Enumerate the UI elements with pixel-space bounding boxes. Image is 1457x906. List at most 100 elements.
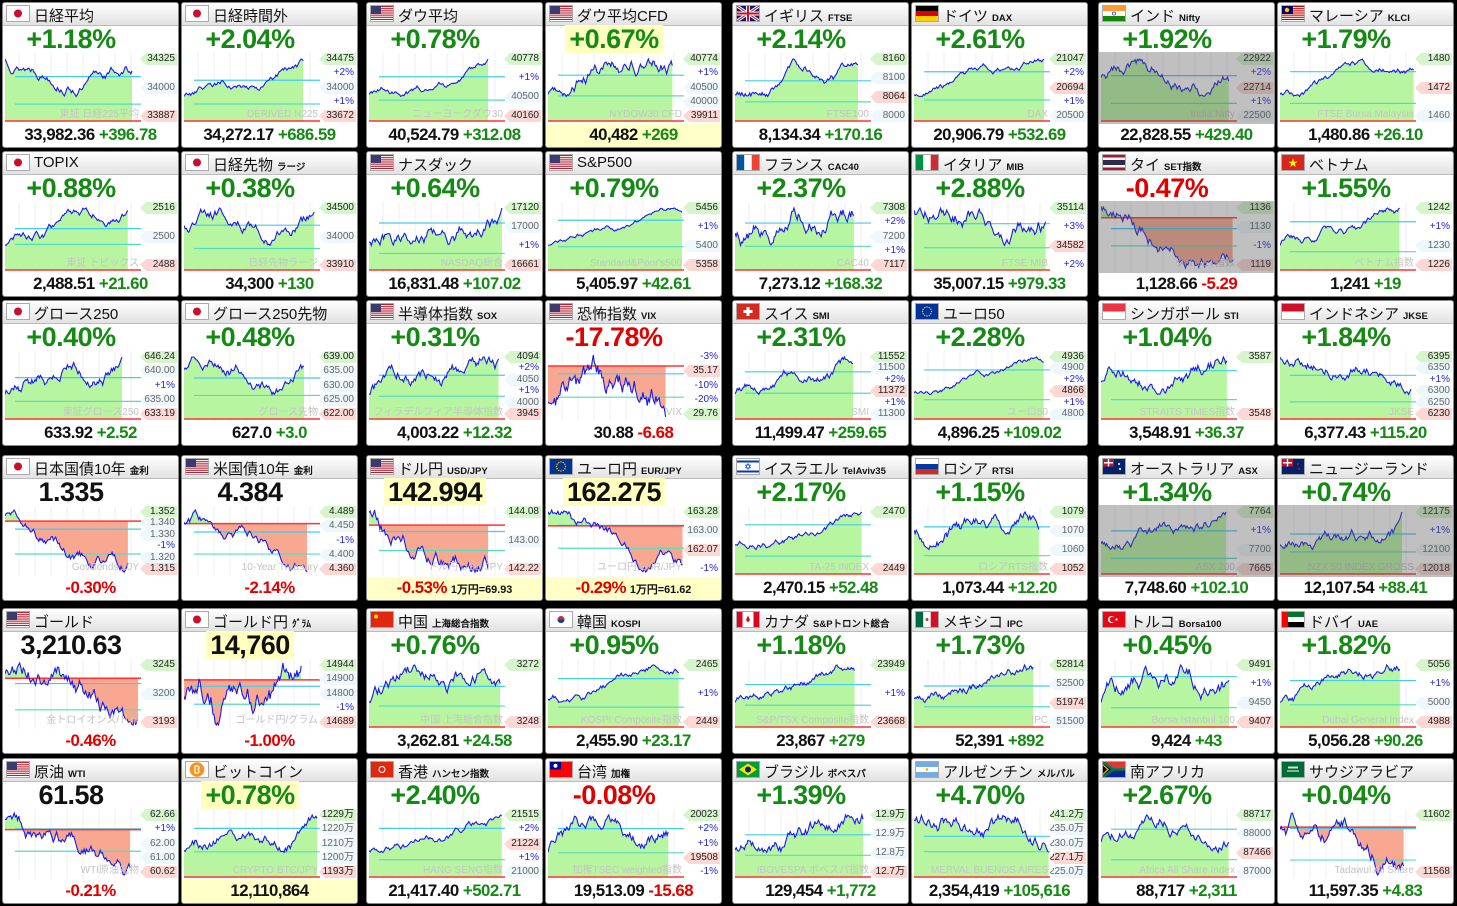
market-tile-us[interactable]: 半導体指数 SOX フィラデルフィア半導体指数 4094 +2% 4050 +1% 400… [366,300,543,446]
tile-header[interactable]: イタリア MIB [912,152,1087,175]
tile-header[interactable]: TOPIX [3,152,178,175]
market-tile-jp[interactable]: グロース250先物 グロース先物 639.00 635.00 630.00 625.0… [181,300,358,446]
chart-area [368,809,505,879]
market-tile-za[interactable]: 南アフリカ Africa All Share Index 88717 88000 8… [1098,758,1275,904]
market-tile-jp[interactable]: グロース250 東証グロース250 646.24 640.00 +1% 635.00 6… [2,300,179,446]
tile-header[interactable]: ダウ平均CFD [546,3,721,26]
tile-header[interactable]: オーストラリア ASX [1099,456,1274,479]
tile-header[interactable]: 香港 ハンセン指数 [367,759,542,782]
market-tile-br[interactable]: ブラジル ボベスパ IBOVESPA ボベスパ指数 12.9万 12.9万 12.8万… [732,758,909,904]
tile-header[interactable]: 中国 上海総合指数 [367,609,542,632]
market-tile-vn[interactable]: ベトナム ベトナム指数 1242 +1% 1230 1226 +1.55% 1,241… [1277,151,1454,297]
market-tile-us[interactable]: 米国債10年 金利 10-Year Treasury 4.489 4.450 -1% 4… [181,455,358,601]
market-tile-sg[interactable]: シンガポール STI STRAITS TIMES指数 3587 3548 +1.04… [1098,300,1275,446]
tile-header[interactable]: 米国債10年 金利 [182,456,357,479]
tile-header[interactable]: 台湾 加権 [546,759,721,782]
tile-header[interactable]: シンガポール STI [1099,301,1274,324]
tile-header[interactable]: イスラエル TelAviv35 [733,456,908,479]
tile-header[interactable]: 日経先物 ラージ [182,152,357,175]
market-tile-ru[interactable]: ロシア RTSI ロシアRTS指数 1079 1070 1060 1052 +1.15%… [911,455,1088,601]
tile-header[interactable]: スイス SMI [733,301,908,324]
tile-header[interactable]: ダウ平均 [367,3,542,26]
market-tile-au[interactable]: オーストラリア ASX ASX 200 7764 +1% 7700 7665 +1.34… [1098,455,1275,601]
market-tile-us[interactable]: ナスダック NASDAQ総合 17120 17000 +1% 16661 +0.64%… [366,151,543,297]
tile-header[interactable]: 韓国 KOSPI [546,609,721,632]
market-tile-tr[interactable]: トルコ Borsa100 Borsa Istanbul 100 9491 +1% 94… [1098,608,1275,754]
tile-header[interactable]: インドネシア JKSE [1278,301,1453,324]
tile-header[interactable]: ニュージーランド [1278,456,1453,479]
tile-header[interactable]: グロース250先物 [182,301,357,324]
market-tile-us[interactable]: ダウ平均 ニューヨークダウ30 40778 +1% 40500 40160 +0.78… [366,2,543,148]
market-tile-us[interactable]: ドル円 USD/JPY ドル円 USD/JPY 144.08 143.00 142.2… [366,455,543,601]
tile-header[interactable]: ゴールド [3,609,178,632]
market-tile-kr[interactable]: 韓国 KOSPI KOSPI Composite指数 2465 +1% 2449 +0… [545,608,722,754]
market-tile-us[interactable]: ダウ平均CFD NYDOW30 CFD 40774 +1% 40500 40000 39… [545,2,722,148]
market-tile-nz[interactable]: ニュージーランド NZX 50 INDEX GROSS 12175 +1% 1210… [1277,455,1454,601]
tile-header[interactable]: ナスダック [367,152,542,175]
market-tile-fr[interactable]: フランス CAC40 CAC40 7308 +2% 7200 +1% 7117 +2.37… [732,151,909,297]
tile-header[interactable]: サウジアラビア [1278,759,1453,782]
market-tile-us[interactable]: 原油 WTI WTI原油先物 62.66 +1% 62.00 61.00 60.62 61… [2,758,179,904]
tile-header[interactable]: ロシア RTSI [912,456,1087,479]
change-value: +24.58 [462,731,512,750]
tile-header[interactable]: ドイツ DAX [912,3,1087,26]
market-tile-ch[interactable]: スイス SMI SMI 11552 11500 +2% 11372 +1% 11300 +2… [732,300,909,446]
market-tile-ca[interactable]: カナダ S&Pトロント総合 S&P/TSX Composite指数 23949 +1… [732,608,909,754]
market-tile-id[interactable]: インドネシア JKSE JKSE 6395 6350 +1% 6300 6250 6230 … [1277,300,1454,446]
tile-header[interactable]: 日経時間外 [182,3,357,26]
market-tile-jp[interactable]: 日経時間外 DERIVED N225 34475 +2% 34000 +1% 33672… [181,2,358,148]
tile-header[interactable]: ブラジル ボベスパ [733,759,908,782]
market-tile-ae[interactable]: ドバイ UAE Dubai General Index 5056 +1% 5000 49… [1277,608,1454,754]
market-tile-in[interactable]: インド Nifty India Nifty 22922 +2% 22714 +1% 225… [1098,2,1275,148]
market-tile-jp[interactable]: 日経平均 東証 日経225平均 34325 34000 33887 +1.18% 3… [2,2,179,148]
market-tile-sa[interactable]: サウジアラビア Tadawul All Share 11602 11568 +0.… [1277,758,1454,904]
tile-header[interactable]: ユーロ円 EUR/JPY [546,456,721,479]
tile-header[interactable]: ビットコイン [182,759,357,782]
market-tile-it[interactable]: イタリア MIB FTSE MIB 35114 +3% 34582 +2% +2.88%… [911,151,1088,297]
market-tile-il[interactable]: イスラエル TelAviv35 TA-25 INDEX 2470 2449 +2.1… [732,455,909,601]
market-tile-eu[interactable]: ユーロ50 ユーロ50 4936 4900 +2% 4866 +1% 4800 +2.28… [911,300,1088,446]
market-tile-jp[interactable]: 日経先物 ラージ 日経先物ラージ 34500 34000 33910 +0.38% 3… [181,151,358,297]
tile-header[interactable]: 恐怖指数 VIX [546,301,721,324]
tile-header[interactable]: カナダ S&Pトロント総合 [733,609,908,632]
market-tile-jp[interactable]: 日本国債10年 金利 GovBonds 10Y 1.352 1.340 1.330 -1… [2,455,179,601]
tile-header[interactable]: ゴールド円 ｸﾞﾗﾑ [182,609,357,632]
market-subtitle: TelAviv35 [842,466,886,477]
tile-header[interactable]: 半導体指数 SOX [367,301,542,324]
tile-header[interactable]: トルコ Borsa100 [1099,609,1274,632]
price-line [4,58,133,98]
tile-header[interactable]: イギリス FTSE [733,3,908,26]
tile-header[interactable]: インド Nifty [1099,3,1274,26]
market-tile-us[interactable]: ゴールド 金トロイオンス/ドル 3245 3200 3193 3,210.63 -0… [2,608,179,754]
tile-header[interactable]: S&P500 [546,152,721,175]
tile-header[interactable]: 日経平均 [3,3,178,26]
tile-header[interactable]: 日本国債10年 金利 [3,456,178,479]
market-tile-uk[interactable]: イギリス FTSE FTSE100 8160 8100 8064 8000 +2.14%… [732,2,909,148]
tile-header[interactable]: グロース250 [3,301,178,324]
market-tile-eu[interactable]: ユーロ円 EUR/JPY ユーロ円 EUR/JPY 163.28 163.00 162… [545,455,722,601]
market-tile-hk[interactable]: 香港 ハンセン指数 HANG SENG指数 21515 +2% 21224 +1% 210… [366,758,543,904]
market-tile-jp[interactable]: ゴールド円 ｸﾞﾗﾑ ゴールド円/グラム 14944 14900 14800 -1% 14… [181,608,358,754]
tile-header[interactable]: 南アフリカ [1099,759,1274,782]
tile-header[interactable]: ユーロ50 [912,301,1087,324]
tile-header[interactable]: メキシコ IPC [912,609,1087,632]
market-tile-us[interactable]: 恐怖指数 VIX VIX -3% 35.17 -10% -20% 29.76 -17.78… [545,300,722,446]
market-tile-mx[interactable]: メキシコ IPC IPC 52814 52500 51974 51500 +1.73% … [911,608,1088,754]
market-tile-jp[interactable]: TOPIX 東証 トピックス 2516 2500 2488 +0.88% 2,488… [2,151,179,297]
market-tile-btc[interactable]: ビットコイン CRYPTO BTC/JPY 1229万 1220万 1210万 120… [181,758,358,904]
market-tile-ar[interactable]: アルゼンチン メルバル MERVAL BUENOS AIRES 241.2万 235… [911,758,1088,904]
market-tile-my[interactable]: マレーシア KLCI FTSE Bursa Malaysia 1480 1472 14… [1277,2,1454,148]
tile-header[interactable]: ドバイ UAE [1278,609,1453,632]
tile-header[interactable]: ベトナム [1278,152,1453,175]
market-tile-tw[interactable]: 台湾 加権 加権TSEC weighted指数 20023 +2% +1% 19508 -… [545,758,722,904]
tile-header[interactable]: フランス CAC40 [733,152,908,175]
tile-header[interactable]: ドル円 USD/JPY [367,456,542,479]
market-tile-th[interactable]: タイ SET指数 タイSET指数 1136 1130 -1% 1119 -0.47% 1… [1098,151,1275,297]
market-tile-us[interactable]: S&P500 Standard&Poor's500 5456 +1% 5400 535… [545,151,722,297]
tile-header[interactable]: アルゼンチン メルバル [912,759,1087,782]
market-tile-de[interactable]: ドイツ DAX DAX 21047 +2% 20694 +1% 20500 +2.61% … [911,2,1088,148]
tile-header[interactable]: タイ SET指数 [1099,152,1274,175]
tile-header[interactable]: 原油 WTI [3,759,178,782]
tile-header[interactable]: マレーシア KLCI [1278,3,1453,26]
market-tile-cn[interactable]: 中国 上海総合指数 中国 上海総合指数 3272 3248 +0.76% 3,262… [366,608,543,754]
